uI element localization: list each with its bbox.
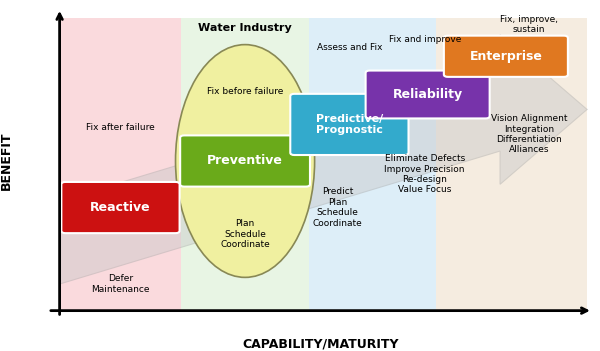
Polygon shape bbox=[59, 18, 181, 311]
FancyBboxPatch shape bbox=[180, 135, 310, 187]
Polygon shape bbox=[59, 35, 587, 284]
Polygon shape bbox=[309, 18, 436, 311]
Text: Fix after failure: Fix after failure bbox=[86, 123, 155, 132]
FancyBboxPatch shape bbox=[444, 36, 568, 77]
Text: Defer
Maintenance: Defer Maintenance bbox=[91, 274, 150, 294]
Polygon shape bbox=[59, 18, 181, 311]
FancyBboxPatch shape bbox=[290, 94, 409, 155]
Ellipse shape bbox=[176, 45, 314, 277]
Text: Enterprise: Enterprise bbox=[469, 50, 542, 63]
Text: Vision Alignment
Integration
Differentiation
Alliances: Vision Alignment Integration Differentia… bbox=[491, 114, 568, 154]
Text: Fix and improve: Fix and improve bbox=[389, 35, 461, 44]
Text: Plan
Schedule
Coordinate: Plan Schedule Coordinate bbox=[220, 219, 270, 249]
Text: BENEFIT: BENEFIT bbox=[0, 132, 13, 190]
Polygon shape bbox=[181, 18, 309, 311]
Text: Predict
Plan
Schedule
Coordinate: Predict Plan Schedule Coordinate bbox=[313, 187, 362, 228]
Polygon shape bbox=[309, 18, 436, 311]
Text: Eliminate Defects
Improve Precision
Re-design
Value Focus: Eliminate Defects Improve Precision Re-d… bbox=[385, 154, 465, 194]
Text: Preventive: Preventive bbox=[207, 154, 283, 167]
Polygon shape bbox=[181, 18, 309, 311]
Text: Predictive/
Prognostic: Predictive/ Prognostic bbox=[316, 114, 383, 135]
Text: Fix, improve,
sustain: Fix, improve, sustain bbox=[500, 15, 558, 34]
FancyBboxPatch shape bbox=[61, 182, 179, 233]
Text: Reliability: Reliability bbox=[392, 88, 463, 101]
Text: Assess and Fix: Assess and Fix bbox=[317, 44, 382, 52]
Text: Fix before failure: Fix before failure bbox=[207, 87, 283, 96]
Text: Reactive: Reactive bbox=[90, 201, 151, 214]
FancyBboxPatch shape bbox=[365, 71, 490, 118]
Polygon shape bbox=[436, 18, 587, 311]
Text: CAPABILITY/MATURITY: CAPABILITY/MATURITY bbox=[242, 337, 398, 350]
Polygon shape bbox=[436, 18, 587, 311]
Text: Water Industry: Water Industry bbox=[198, 23, 292, 33]
